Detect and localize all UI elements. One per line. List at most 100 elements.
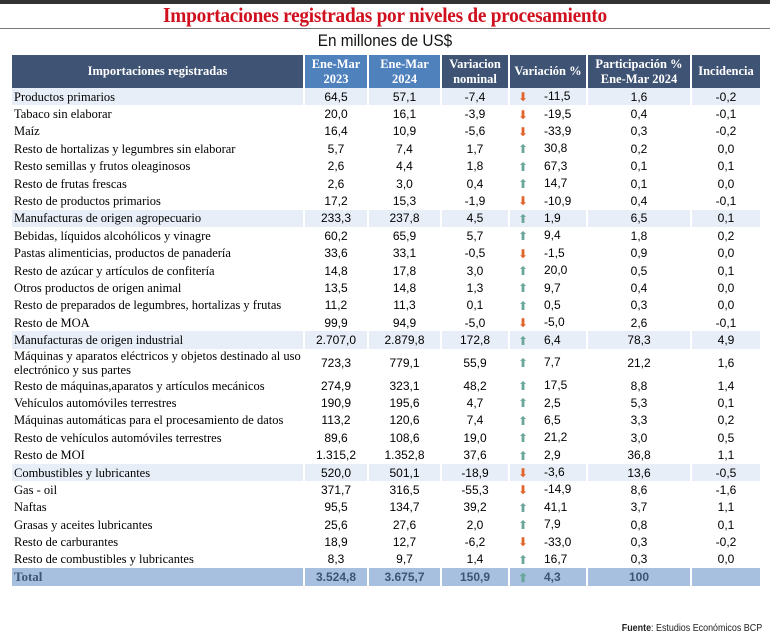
arrow-up-icon: ⬆ — [518, 378, 529, 393]
header-2023: Ene-Mar 2023 — [303, 55, 369, 88]
participacion: 0,8 — [586, 515, 692, 534]
row-label: Resto de azúcar y artículos de confiterí… — [10, 261, 305, 280]
value-2023: 2,6 — [303, 157, 369, 175]
participacion: 1,6 — [586, 88, 692, 106]
row-label: Productos primarios — [10, 88, 305, 106]
participacion: 0,3 — [586, 533, 692, 551]
var-pct-cell: ⬆ 41,1 — [508, 498, 588, 516]
incidencia: -0,2 — [690, 533, 762, 551]
participacion: 0,4 — [586, 279, 692, 297]
participacion: 0,5 — [586, 261, 692, 280]
arrow-down-icon: ⬇ — [518, 483, 529, 498]
arrow-down-icon: ⬇ — [518, 535, 529, 550]
arrow-up-icon: ⬆ — [518, 298, 529, 313]
incidencia: -0,2 — [690, 88, 762, 106]
var-pct-value: 20,0 — [544, 263, 568, 278]
var-pct-cell: ⬆ 21,2 — [508, 429, 588, 447]
row-label: Resto de combustibles y lubricantes — [10, 550, 305, 569]
arrow-down-icon: ⬇ — [518, 124, 529, 139]
table-row: Resto de combustibles y lubricantes 8,3 9,… — [10, 550, 762, 569]
arrow-up-icon: ⬆ — [518, 448, 529, 463]
incidencia: 0,0 — [690, 279, 762, 297]
value-2024: 57,1 — [367, 88, 442, 106]
var-nominal: -18,9 — [440, 463, 510, 482]
row-label: Resto semillas y frutos oleaginosos — [10, 157, 305, 175]
var-nominal: 172,8 — [440, 331, 510, 349]
arrow-up-icon: ⬆ — [518, 396, 529, 411]
value-2023: 13,5 — [303, 279, 369, 297]
var-nominal: -5,0 — [440, 314, 510, 332]
value-2023: 99,9 — [303, 314, 369, 332]
incidencia: 0,0 — [690, 550, 762, 569]
value-2024: 108,6 — [367, 429, 442, 447]
arrow-up-icon: ⬆ — [518, 500, 529, 515]
var-pct-value: -1,5 — [544, 245, 565, 260]
top-rule — [0, 0, 770, 4]
incidencia: 0,0 — [690, 140, 762, 158]
table-row: Resto de vehículos automóviles terrestre… — [10, 429, 762, 447]
value-2024: 27,6 — [367, 515, 442, 534]
var-pct-value: 9,4 — [544, 228, 561, 243]
var-nominal: -55,3 — [440, 481, 510, 499]
var-pct-cell: ⬆ 9,7 — [508, 279, 588, 297]
value-2023: 233,3 — [303, 209, 369, 228]
value-2023: 16,4 — [303, 122, 369, 141]
var-nominal: -7,4 — [440, 88, 510, 106]
value-2024: 501,1 — [367, 463, 442, 482]
value-2023: 113,2 — [303, 411, 369, 430]
var-pct-cell: ⬆ 16,7 — [508, 550, 588, 569]
row-label: Otros productos de origen animal — [10, 279, 305, 297]
var-nominal: 7,4 — [440, 411, 510, 430]
var-pct-value: -14,9 — [544, 482, 572, 497]
value-2023: 60,2 — [303, 227, 369, 245]
incidencia: 0,2 — [690, 411, 762, 430]
value-2024: 9,7 — [367, 550, 442, 569]
table-row: Resto semillas y frutos oleaginosos 2,6 4,… — [10, 157, 762, 175]
var-pct-value: 9,7 — [544, 280, 561, 295]
var-pct-cell: ⬆ 17,5 — [508, 376, 588, 395]
var-pct-cell: ⬇ -11,5 — [508, 88, 588, 106]
row-label: Manufacturas de origen agropecuario — [10, 209, 305, 228]
table-row: Otros productos de origen animal 13,5 14,8… — [10, 279, 762, 297]
participacion: 3,3 — [586, 411, 692, 430]
value-2023: 33,6 — [303, 244, 369, 262]
var-pct-value: -19,5 — [544, 106, 572, 121]
var-pct-cell: ⬆ 2,9 — [508, 446, 588, 464]
category-row: Manufacturas de origen industrial 2.707,0… — [10, 331, 762, 349]
participacion: 21,2 — [586, 348, 692, 377]
subtitle: En millones de US$ — [317, 31, 453, 50]
arrow-down-icon: ⬇ — [518, 194, 529, 209]
var-pct-value: 14,7 — [544, 176, 568, 191]
var-pct-cell: ⬇ -1,5 — [508, 244, 588, 262]
row-label: Resto de MOI — [10, 446, 305, 464]
var-pct-cell: ⬆ 14,7 — [508, 174, 588, 193]
value-2024: 1.352,8 — [367, 446, 442, 464]
value-2023: 11,2 — [303, 296, 369, 315]
table-row: Máquinas automáticas para el procesamien… — [10, 411, 762, 430]
row-label: Resto de máquinas,aparatos y artículos m… — [10, 376, 305, 395]
var-nominal: 1,3 — [440, 279, 510, 297]
var-pct-value: 6,4 — [544, 332, 561, 347]
var-nominal: 48,2 — [440, 376, 510, 395]
var-pct-cell: ⬆ 0,5 — [508, 296, 588, 315]
value-2024: 65,9 — [367, 227, 442, 245]
var-pct-cell: ⬆ 20,0 — [508, 261, 588, 280]
var-pct-cell: ⬆ 4,3 — [508, 568, 588, 587]
value-2023: 64,5 — [303, 88, 369, 106]
participacion: 8,8 — [586, 376, 692, 395]
var-nominal: 4,5 — [440, 209, 510, 228]
value-2023: 2,6 — [303, 174, 369, 193]
imports-table: Importaciones registradas Ene-Mar 2023 E… — [10, 55, 762, 587]
var-pct-value: 67,3 — [544, 158, 568, 173]
value-2023: 190,9 — [303, 394, 369, 412]
value-2023: 3.524,8 — [303, 568, 369, 587]
arrow-up-icon: ⬆ — [518, 413, 529, 428]
incidencia — [690, 568, 762, 587]
row-label: Resto de preparados de legumbres, hortal… — [10, 296, 305, 315]
table-row: Naftas 95,5 134,7 39,2 ⬆ 41,1 3,7 1,1 — [10, 498, 762, 516]
value-2024: 12,7 — [367, 533, 442, 551]
value-2023: 371,7 — [303, 481, 369, 499]
incidencia: 4,9 — [690, 331, 762, 349]
table-row: Resto de frutas frescas 2,6 3,0 0,4 ⬆ 14,7 0,1… — [10, 174, 762, 193]
arrow-down-icon: ⬇ — [518, 107, 529, 122]
